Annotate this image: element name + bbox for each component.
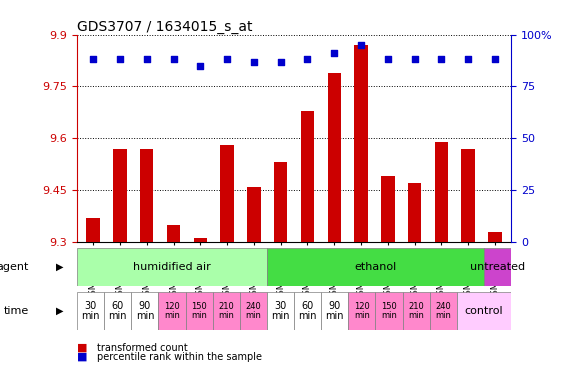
Bar: [186, 292, 213, 330]
Text: control: control: [465, 306, 503, 316]
Bar: [86, 218, 100, 242]
Text: time: time: [3, 306, 29, 316]
Text: 90
min: 90 min: [325, 301, 344, 321]
Bar: [408, 183, 421, 242]
Text: 240
min: 240 min: [435, 302, 451, 320]
Bar: [355, 45, 368, 242]
Bar: [159, 292, 186, 330]
Bar: [488, 232, 502, 242]
Bar: [213, 292, 240, 330]
Text: transformed count: transformed count: [97, 343, 188, 353]
Bar: [461, 149, 475, 242]
Point: [464, 56, 473, 63]
Bar: [247, 187, 260, 242]
Text: 210
min: 210 min: [218, 302, 234, 320]
Point: [250, 58, 259, 65]
Text: 210
min: 210 min: [408, 302, 424, 320]
Point: [410, 56, 419, 63]
Bar: [267, 292, 294, 330]
Point: [142, 56, 151, 63]
Bar: [381, 176, 395, 242]
Text: 150
min: 150 min: [381, 302, 397, 320]
Text: ▶: ▶: [56, 306, 64, 316]
Bar: [131, 292, 159, 330]
Text: agent: agent: [0, 262, 29, 272]
Text: ■: ■: [77, 352, 87, 362]
Bar: [194, 238, 207, 242]
Point: [196, 63, 205, 69]
Text: GDS3707 / 1634015_s_at: GDS3707 / 1634015_s_at: [77, 20, 252, 33]
Bar: [267, 248, 484, 286]
Text: 30
min: 30 min: [82, 301, 100, 321]
Bar: [113, 149, 127, 242]
Text: humidified air: humidified air: [133, 262, 211, 272]
Bar: [274, 162, 287, 242]
Text: 150
min: 150 min: [191, 302, 207, 320]
Text: 120
min: 120 min: [354, 302, 370, 320]
Point: [329, 50, 339, 56]
Point: [490, 56, 500, 63]
Bar: [328, 73, 341, 242]
Bar: [484, 248, 511, 286]
Bar: [104, 292, 131, 330]
Bar: [321, 292, 348, 330]
Bar: [220, 145, 234, 242]
Bar: [457, 292, 511, 330]
Bar: [348, 292, 376, 330]
Text: percentile rank within the sample: percentile rank within the sample: [97, 352, 262, 362]
Bar: [294, 292, 321, 330]
Bar: [301, 111, 314, 242]
Bar: [240, 292, 267, 330]
Bar: [77, 292, 104, 330]
Text: 240
min: 240 min: [246, 302, 262, 320]
Point: [115, 56, 124, 63]
Bar: [403, 292, 430, 330]
Bar: [167, 225, 180, 242]
Text: ■: ■: [77, 343, 87, 353]
Point: [383, 56, 392, 63]
Text: 60
min: 60 min: [108, 301, 127, 321]
Bar: [435, 142, 448, 242]
Text: 90
min: 90 min: [136, 301, 154, 321]
Text: 120
min: 120 min: [164, 302, 180, 320]
Bar: [376, 292, 403, 330]
Bar: [430, 292, 457, 330]
Text: ethanol: ethanol: [355, 262, 396, 272]
Point: [437, 56, 446, 63]
Text: untreated: untreated: [470, 262, 525, 272]
Point: [89, 56, 98, 63]
Text: 60
min: 60 min: [299, 301, 317, 321]
Bar: [77, 248, 267, 286]
Bar: [140, 149, 154, 242]
Point: [356, 42, 365, 48]
Text: ▶: ▶: [56, 262, 64, 272]
Point: [303, 56, 312, 63]
Point: [223, 56, 232, 63]
Point: [169, 56, 178, 63]
Text: 30
min: 30 min: [271, 301, 289, 321]
Point: [276, 58, 286, 65]
